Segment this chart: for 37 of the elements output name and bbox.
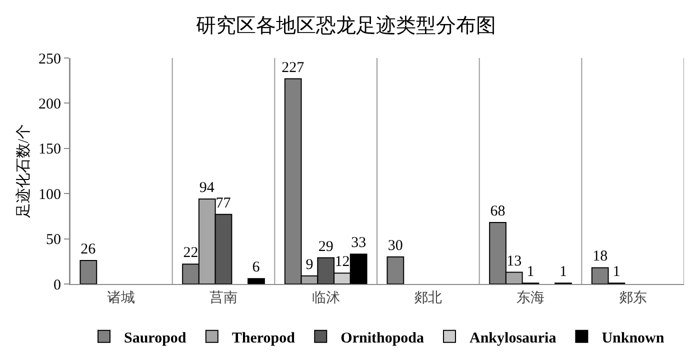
y-tick-label: 200	[38, 96, 61, 112]
data-label: 22	[183, 245, 198, 262]
data-label: 33	[351, 235, 366, 252]
legend-label: Unknown	[602, 330, 665, 346]
y-tick-label: 100	[38, 186, 61, 203]
data-label: 94	[199, 180, 215, 196]
data-label: 1	[526, 264, 534, 280]
x-tick-label: 东海	[516, 290, 544, 306]
data-label: 77	[216, 195, 232, 212]
x-tick-label: 莒南	[210, 290, 238, 306]
y-tick-label: 50	[46, 232, 61, 248]
data-label: 1	[612, 264, 620, 280]
data-label: 30	[388, 238, 403, 254]
legend-label: Ankylosauria	[470, 330, 557, 346]
data-label: 9	[306, 256, 314, 273]
y-tick-label: 150	[38, 142, 61, 158]
y-axis-title: 足迹化石数/个	[14, 124, 32, 218]
legend-label: Theropod	[232, 330, 296, 346]
x-tick-label: 郯北	[414, 290, 442, 306]
data-label: 12	[334, 254, 350, 270]
x-tick-label: 郯东	[618, 290, 647, 306]
y-tick-label: 0	[54, 277, 61, 294]
data-label: 6	[252, 260, 260, 276]
data-label: 13	[506, 253, 522, 270]
data-label: 1	[559, 264, 567, 280]
data-label: 26	[80, 242, 96, 258]
x-tick-label: 临沭	[312, 290, 340, 306]
data-label: 227	[282, 60, 305, 76]
x-tick-label: 诸城	[107, 290, 136, 306]
bar	[248, 278, 265, 284]
legend-label: Ornithopoda	[340, 330, 425, 346]
legend-label: Sauropod	[124, 330, 187, 346]
y-tick-label: 250	[38, 51, 61, 68]
data-label: 18	[592, 248, 608, 265]
data-label: 29	[318, 238, 334, 255]
data-label: 68	[490, 204, 506, 220]
chart-title: 研究区各地区恐龙足迹类型分布图	[196, 15, 496, 38]
